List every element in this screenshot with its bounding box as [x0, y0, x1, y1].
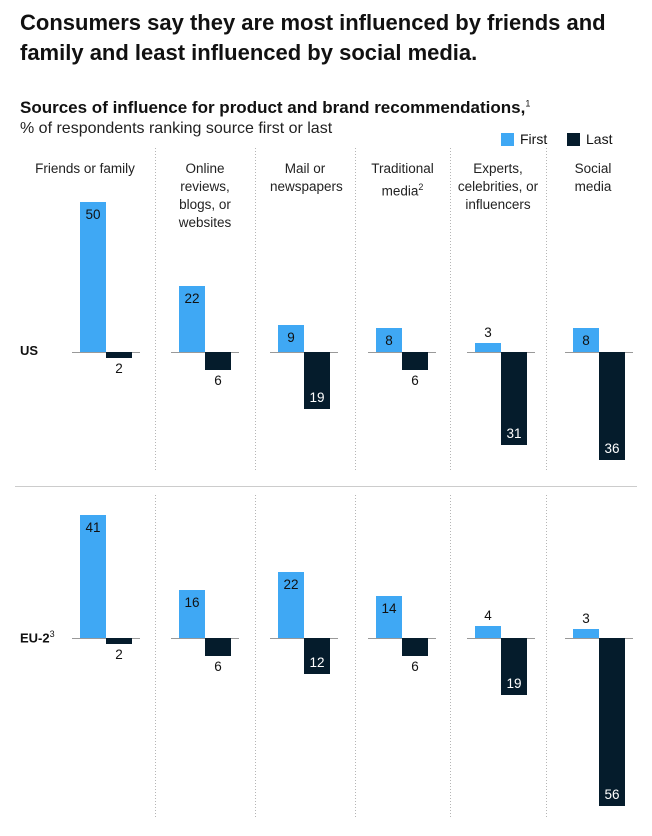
bar-last: [402, 352, 428, 370]
bar-last: [304, 352, 330, 409]
legend-last: Last: [567, 131, 612, 147]
bar-last: [501, 638, 527, 695]
legend-first-swatch: [501, 132, 514, 146]
data-label-first: 3: [582, 611, 590, 626]
region-label: EU-23: [20, 629, 55, 646]
bar-last: [599, 352, 625, 460]
category-label: Traditional media2: [371, 161, 434, 199]
data-label-last: 6: [214, 659, 222, 674]
data-label-last: 2: [115, 647, 123, 662]
data-label-first: 4: [484, 608, 492, 623]
legend-last-swatch: [567, 132, 580, 146]
data-label-last: 19: [506, 676, 521, 691]
data-label-first: 9: [287, 330, 295, 345]
legend-last-label: Last: [586, 131, 613, 147]
data-label-first: 8: [385, 333, 393, 348]
data-label-last: 19: [309, 390, 324, 405]
category-label: Online reviews, blogs, or websites: [178, 161, 232, 230]
data-label-last: 6: [411, 373, 419, 388]
bar-first: [475, 626, 501, 638]
chart-subtitle: % of respondents ranking source first or…: [20, 120, 333, 137]
data-label-first: 50: [85, 207, 100, 222]
data-label-last: 36: [604, 441, 619, 456]
bar-last: [402, 638, 428, 656]
bar-first: [376, 328, 402, 352]
chart-subhead: Sources of influence for product and bra…: [20, 98, 530, 118]
data-label-last: 56: [604, 787, 619, 802]
data-label-last: 31: [506, 426, 521, 441]
chart-subhead-text: Sources of influence for product and bra…: [20, 98, 526, 117]
bar-first: [376, 596, 402, 638]
data-label-first: 16: [184, 595, 199, 610]
category-label: Experts, celebrities, or influencers: [457, 161, 539, 212]
category-footnote-marker: 2: [418, 182, 424, 192]
category-label: Social media: [574, 161, 612, 194]
data-label-first: 22: [283, 577, 298, 592]
data-label-last: 6: [411, 659, 419, 674]
data-label-last: 2: [115, 361, 123, 376]
bar-first: [573, 328, 599, 352]
category-label: Mail or newspapers: [270, 161, 343, 194]
bar-last: [205, 352, 231, 370]
bar-first: [179, 590, 205, 638]
bar-last: [599, 638, 625, 806]
bar-last: [106, 638, 132, 644]
bar-first: [475, 343, 501, 352]
data-label-first: 41: [85, 520, 100, 535]
data-label-first: 3: [484, 325, 492, 340]
bar-first: [278, 325, 304, 352]
region-label: US: [20, 343, 39, 358]
bar-last: [304, 638, 330, 674]
data-label-first: 8: [582, 333, 590, 348]
headline: Consumers say they are most influenced b…: [20, 10, 606, 65]
bar-first: [80, 515, 106, 638]
data-label-first: 14: [381, 601, 397, 616]
legend-first-label: First: [520, 131, 548, 147]
data-label-first: 22: [184, 291, 199, 306]
bar-last: [501, 352, 527, 445]
legend-first: First: [501, 131, 547, 147]
data-label-last: 6: [214, 373, 222, 388]
category-label: Friends or family: [35, 161, 135, 176]
bar-first: [573, 629, 599, 638]
data-label-last: 12: [309, 655, 324, 670]
bar-first: [278, 572, 304, 638]
bar-first: [80, 202, 106, 352]
subhead-footnote-marker: 1: [525, 98, 531, 109]
bar-last: [205, 638, 231, 656]
bar-first: [179, 286, 205, 352]
bar-last: [106, 352, 132, 358]
region-footnote-marker: 3: [49, 629, 55, 639]
